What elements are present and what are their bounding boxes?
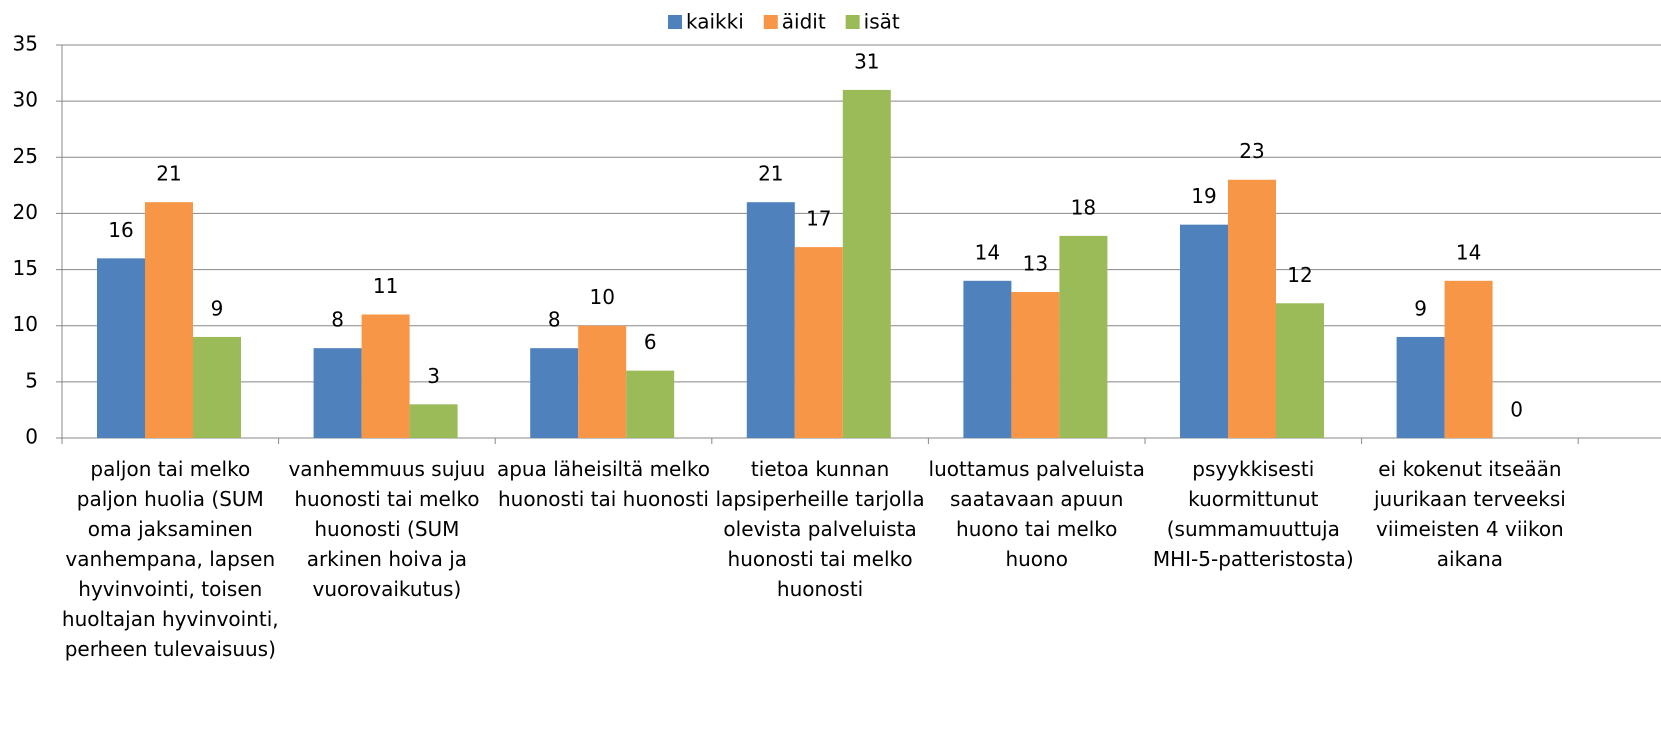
bar [193, 336, 241, 438]
label-line: saatavaan apuun [950, 487, 1123, 511]
y-tick-label: 25 [13, 144, 38, 168]
label-line: huono tai melko [956, 517, 1117, 541]
value-label: 10 [589, 285, 614, 309]
bar [361, 314, 410, 438]
x-tick-label: ei kokenut itseään juurikaan terveeksi vii… [1373, 457, 1566, 571]
label-line: huono [1005, 547, 1068, 571]
bar [1011, 292, 1060, 438]
label-line: juurikaan terveeksi [1373, 487, 1566, 511]
label-line: lapsiperheille tarjolla [716, 487, 925, 511]
value-label: 16 [108, 218, 133, 242]
value-label: 8 [548, 308, 561, 332]
label-line: perheen tulevaisuus) [65, 637, 276, 661]
y-tick-label: 35 [13, 32, 38, 56]
bar [1396, 336, 1445, 438]
value-label: 21 [156, 162, 181, 186]
value-label: 9 [1414, 296, 1427, 320]
value-label: 18 [1071, 195, 1096, 219]
value-label: 12 [1287, 263, 1312, 287]
label-line: (summamuuttuja [1167, 517, 1340, 541]
label-line: huoltajan hyvinvointi, [62, 607, 279, 631]
y-tick-label: 0 [25, 425, 38, 449]
legend-swatch [668, 15, 682, 29]
bar [794, 247, 843, 438]
label-line: huonosti tai melko [728, 547, 913, 571]
value-label: 23 [1239, 139, 1264, 163]
value-label: 9 [211, 296, 224, 320]
bar [1444, 280, 1493, 438]
label-line: paljon huolia (SUM [77, 487, 264, 511]
label-line: huonosti tai huonosti [498, 487, 709, 511]
x-tick-label: tietoa kunnan lapsiperheille tarjolla olev… [716, 457, 925, 601]
bar [578, 325, 627, 438]
x-tick-label: luottamus palveluista saatavaan apuun huon… [929, 457, 1145, 571]
label-line: ei kokenut itseään [1378, 457, 1561, 481]
bar [409, 404, 458, 438]
bar [530, 348, 579, 438]
label-line: hyvinvointi, toisen [78, 577, 262, 601]
bar [313, 348, 362, 438]
label-line: oma jaksaminen [88, 517, 253, 541]
bar [1228, 179, 1276, 438]
label-line: huonosti tai melko [294, 487, 479, 511]
legend-swatch [763, 15, 778, 29]
bar [626, 370, 675, 438]
legend: kaikki äidit isät [668, 10, 900, 34]
y-tick-label: 15 [13, 256, 38, 280]
value-label: 0 [1510, 398, 1523, 422]
y-tick-label: 5 [25, 368, 38, 392]
bar [842, 89, 891, 439]
x-tick-label: psyykkisesti kuormittunut (summamuuttuja MH… [1153, 457, 1354, 571]
bar [963, 280, 1012, 438]
label-line: olevista palveluista [723, 517, 916, 541]
bar [145, 202, 193, 438]
value-label: 11 [373, 274, 398, 298]
legend-label: äidit [782, 10, 826, 34]
label-line: luottamus palveluista [929, 457, 1145, 481]
value-label: 17 [806, 207, 831, 231]
value-label: 8 [331, 308, 344, 332]
label-line: MHI-5-patteristosta) [1153, 547, 1354, 571]
value-label: 21 [758, 162, 783, 186]
x-tick-label: vanhemmuus sujuu huonosti tai melko huonos… [288, 457, 485, 601]
value-label: 19 [1191, 184, 1216, 208]
label-line: kuormittunut [1188, 487, 1319, 511]
bar [97, 258, 145, 438]
value-label: 3 [427, 364, 440, 388]
label-line: vanhempana, lapsen [65, 547, 275, 571]
x-tick-label: apua läheisiltä melko huonosti tai huonos… [497, 457, 710, 511]
label-line: huonosti (SUM [314, 517, 459, 541]
label-line: tietoa kunnan [751, 457, 889, 481]
value-label: 13 [1023, 252, 1048, 276]
value-label: 6 [644, 330, 657, 354]
bar [1276, 303, 1324, 438]
value-label: 14 [975, 240, 1000, 264]
label-line: arkinen hoiva ja [307, 547, 467, 571]
label-line: psyykkisesti [1192, 457, 1314, 481]
label-line: vanhemmuus sujuu [288, 457, 485, 481]
y-tick-label: 10 [13, 312, 38, 336]
label-line: apua läheisiltä melko [497, 457, 710, 481]
label-line: aikana [1437, 547, 1503, 571]
bar [1059, 235, 1108, 438]
y-tick-label: 30 [13, 88, 38, 112]
value-label: 31 [854, 49, 879, 73]
x-tick-label: paljon tai melko paljon huolia (SUM oma ja… [62, 457, 279, 661]
y-tick-label: 20 [13, 200, 38, 224]
label-line: vuorovaikutus) [312, 577, 461, 601]
legend-label: isät [864, 10, 900, 34]
bar [746, 202, 795, 438]
bar [1180, 224, 1228, 438]
label-line: huonosti [777, 577, 863, 601]
label-line: paljon tai melko [90, 457, 250, 481]
label-line: viimeisten 4 viikon [1376, 517, 1564, 541]
legend-label: kaikki [686, 10, 744, 34]
value-label: 14 [1456, 240, 1481, 264]
legend-swatch [845, 15, 860, 29]
